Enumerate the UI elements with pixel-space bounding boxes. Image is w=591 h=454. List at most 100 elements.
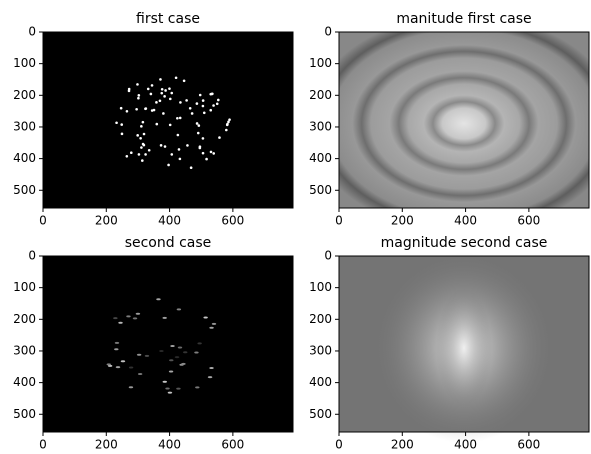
image-dot [215, 102, 219, 106]
x-tick-label: 400 [158, 438, 181, 452]
subplot-title: second case [125, 235, 212, 251]
image-dot [115, 121, 118, 125]
image-dot [178, 116, 182, 120]
image-dot [155, 101, 158, 104]
x-tick-label: 600 [517, 438, 540, 452]
image-dot [142, 132, 146, 136]
image-dot [201, 151, 205, 155]
image-dot [162, 380, 167, 383]
image-dot [163, 145, 167, 148]
image-dot [164, 89, 167, 92]
y-tick-label: 300 [309, 343, 332, 357]
axes-frame [338, 255, 590, 433]
x-tick-label: 600 [517, 214, 540, 228]
image-dot [139, 136, 142, 140]
image-dot [218, 136, 221, 139]
image-dot [211, 322, 217, 325]
image-background [339, 32, 589, 208]
image-dot [165, 387, 170, 390]
image-dot [176, 387, 181, 390]
image-dot [201, 99, 205, 102]
image-dot [126, 315, 131, 318]
x-tick-label: 0 [335, 438, 343, 452]
image-dot [209, 367, 214, 370]
image-dot [170, 91, 174, 95]
image-dot [190, 112, 194, 115]
y-tick-label: 400 [309, 375, 332, 389]
image-dot [140, 125, 143, 128]
y-tick-label: 100 [309, 56, 332, 70]
image-dot [202, 111, 206, 115]
y-tick-label: 200 [309, 312, 332, 326]
axes-frame [42, 31, 294, 209]
image-dot [160, 87, 164, 91]
image-dot [188, 106, 192, 110]
image-dot [135, 107, 138, 111]
x-tick-label: 600 [221, 214, 244, 228]
y-tick-label: 200 [13, 88, 36, 102]
image-dot [137, 96, 140, 100]
y-tick-label: 100 [13, 56, 36, 70]
image-dot [169, 359, 174, 362]
image-dot [167, 163, 170, 167]
image-dot [182, 79, 186, 83]
image-dot [119, 106, 123, 110]
x-tick-label: 200 [95, 438, 118, 452]
image-dot [186, 144, 189, 147]
y-tick-label: 500 [309, 407, 332, 421]
y-tick-label: 200 [309, 88, 332, 102]
x-tick-label: 200 [391, 214, 414, 228]
image-dot [181, 362, 186, 365]
image-dot [120, 360, 126, 363]
y-tick-label: 500 [309, 183, 332, 197]
x-tick-label: 0 [335, 214, 343, 228]
image-dot [136, 134, 139, 137]
image-dot [194, 351, 199, 354]
image-dot [170, 344, 175, 347]
image-dot [142, 143, 146, 147]
image-dot [225, 128, 228, 132]
image-dot [216, 98, 220, 102]
image-dot [144, 153, 147, 156]
image-dot [113, 317, 118, 320]
image-dot [168, 87, 171, 90]
image-dot [212, 104, 215, 107]
image-dot [174, 356, 180, 359]
image-dot [107, 364, 113, 367]
y-tick-label: 200 [13, 312, 36, 326]
image-dot [176, 116, 179, 120]
image-dot [207, 376, 213, 379]
y-tick-label: 500 [13, 183, 36, 197]
image-dot [115, 366, 121, 369]
image-dot [128, 386, 134, 389]
image-dot [177, 148, 181, 151]
image-background [43, 32, 293, 208]
image-dot [177, 346, 183, 349]
image-dot [137, 94, 141, 97]
image-dot [141, 159, 144, 162]
image-dot [137, 373, 143, 376]
image-dot [127, 89, 131, 93]
image-glow [436, 288, 492, 408]
y-tick-label: 400 [309, 151, 332, 165]
image-dot [201, 104, 205, 108]
image-dot [198, 93, 202, 97]
y-tick-label: 0 [28, 249, 36, 263]
image-dot [183, 351, 188, 354]
image-dot [155, 122, 159, 126]
image-dot [185, 99, 188, 102]
image-dot [128, 366, 134, 369]
image-dot [159, 349, 164, 352]
y-tick-label: 100 [13, 280, 36, 294]
x-tick-label: 400 [454, 214, 477, 228]
image-dot [195, 386, 200, 389]
axes-frame [42, 255, 294, 433]
image-dot [156, 298, 161, 301]
image-dot [201, 137, 205, 140]
image-dot [149, 92, 153, 96]
image-dot [120, 132, 124, 136]
image-dot [163, 95, 166, 98]
image-dot [196, 131, 200, 135]
